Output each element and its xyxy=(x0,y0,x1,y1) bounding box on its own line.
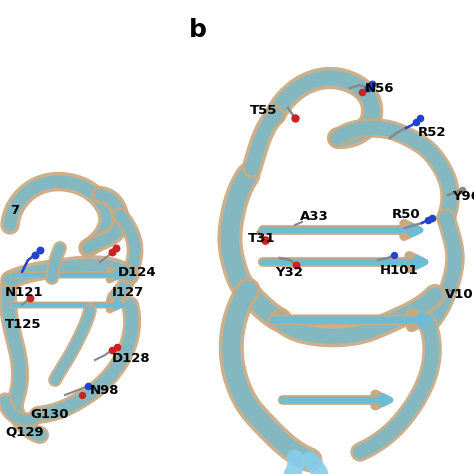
Text: b: b xyxy=(189,18,207,42)
Text: H101: H101 xyxy=(380,264,419,276)
Point xyxy=(26,294,34,302)
Text: R52: R52 xyxy=(418,126,447,138)
Point xyxy=(364,84,372,92)
Text: T31: T31 xyxy=(248,231,275,245)
Text: V10: V10 xyxy=(445,289,474,301)
Point xyxy=(424,216,432,224)
Point xyxy=(84,382,92,390)
Point xyxy=(390,251,398,259)
Point xyxy=(108,248,116,256)
Point xyxy=(416,114,424,122)
Text: T55: T55 xyxy=(250,103,277,117)
Point xyxy=(428,214,436,222)
Point xyxy=(108,346,116,354)
Point xyxy=(78,391,86,399)
Point xyxy=(291,114,299,122)
Text: R50: R50 xyxy=(392,209,420,221)
Point xyxy=(458,186,466,194)
Text: Y96: Y96 xyxy=(452,190,474,202)
Text: Q129: Q129 xyxy=(5,426,44,438)
Text: 7: 7 xyxy=(10,203,19,217)
Text: D124: D124 xyxy=(118,265,156,279)
Text: T125: T125 xyxy=(5,319,42,331)
Point xyxy=(261,236,269,244)
Text: N56: N56 xyxy=(365,82,394,94)
Text: Y32: Y32 xyxy=(275,265,303,279)
Text: G130: G130 xyxy=(30,409,69,421)
Point xyxy=(368,80,376,88)
Point xyxy=(358,88,366,96)
Point xyxy=(36,246,44,254)
Point xyxy=(113,343,121,351)
Point xyxy=(112,244,120,252)
Text: I127: I127 xyxy=(112,285,144,299)
Text: A33: A33 xyxy=(300,210,329,222)
Text: N121: N121 xyxy=(5,286,44,300)
Point xyxy=(292,261,300,269)
Text: N98: N98 xyxy=(90,383,119,396)
Text: D128: D128 xyxy=(112,352,151,365)
Point xyxy=(31,251,39,259)
Point xyxy=(412,118,420,126)
